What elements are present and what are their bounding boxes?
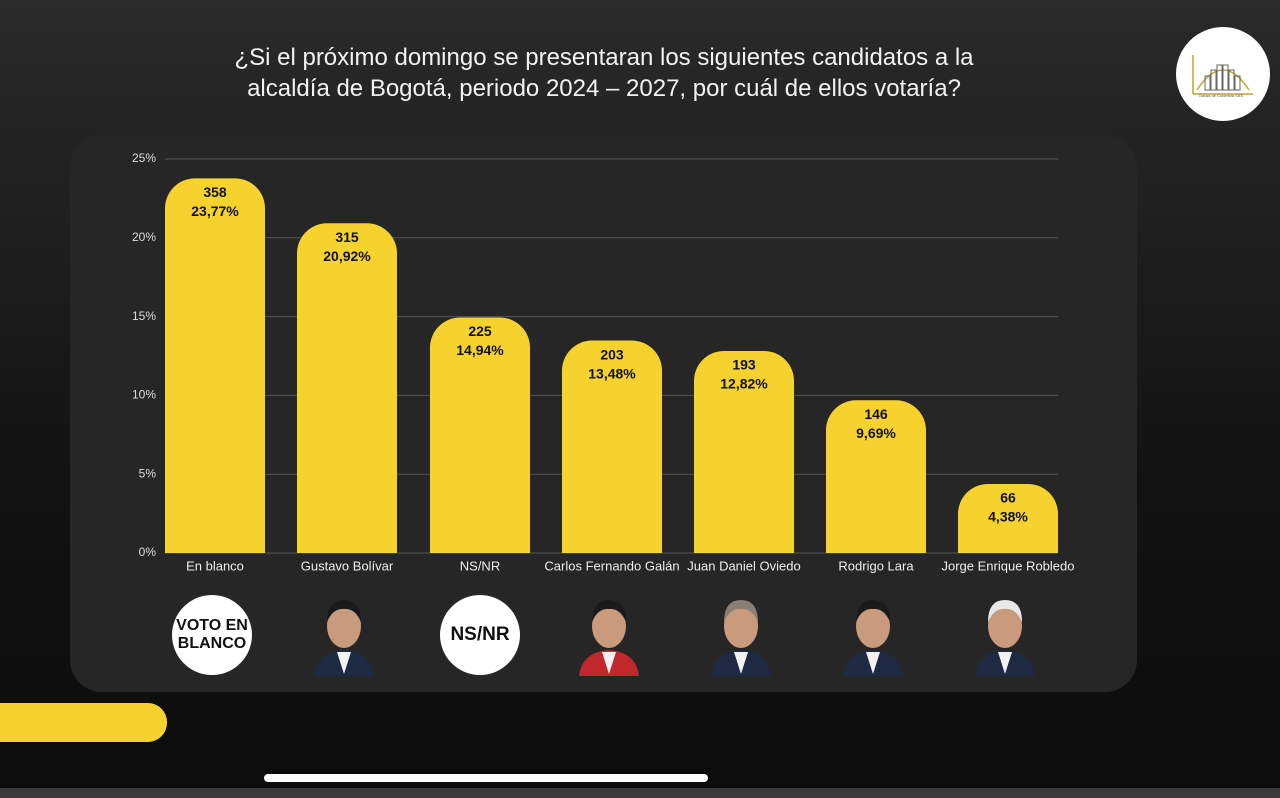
logo-text: Gauss de Colombia SAS (1199, 93, 1244, 98)
bar (165, 178, 265, 553)
bar-count: 146 (864, 406, 888, 422)
y-tick-label: 20% (132, 230, 156, 244)
bar-count: 358 (203, 184, 227, 200)
bar-count: 66 (1000, 490, 1016, 506)
value-label: 9,69% (856, 425, 896, 441)
photo-collar (337, 652, 351, 674)
photo-head (988, 604, 1022, 648)
photo-collar (602, 652, 616, 674)
value-label: 13,48% (588, 365, 636, 381)
x-tick-label: Carlos Fernando Galán (544, 558, 679, 573)
photo-hair (327, 600, 361, 622)
value-label: 23,77% (191, 203, 239, 219)
x-tick-label: NS/NR (460, 558, 500, 573)
photo-hair (988, 600, 1022, 622)
bar-count: 193 (732, 357, 756, 373)
bar-count: 225 (468, 323, 492, 339)
bar-count: 315 (335, 229, 359, 245)
bar (430, 317, 530, 553)
value-label: 12,82% (720, 376, 768, 392)
photo-head (592, 604, 626, 648)
bottom-strip (0, 788, 1280, 798)
photo-hair (856, 600, 890, 622)
y-tick-label: 5% (139, 466, 157, 480)
chart-title: ¿Si el próximo domingo se presentaran lo… (234, 44, 974, 102)
logo: Gauss de Colombia SAS (1176, 27, 1270, 121)
x-tick-label: Rodrigo Lara (838, 558, 914, 573)
home-indicator (264, 774, 708, 782)
badge: NS/NR (440, 595, 520, 675)
x-tick-label: Gustavo Bolívar (301, 558, 394, 573)
decor-pill (0, 703, 167, 742)
y-tick-label: 15% (132, 309, 156, 323)
photo-hair (592, 600, 626, 622)
candidate-photo (965, 595, 1045, 676)
candidate-photo (569, 595, 649, 676)
bar (297, 223, 397, 554)
bar (958, 483, 1058, 553)
photo-collar (866, 652, 880, 674)
x-tick-label: En blanco (186, 558, 244, 573)
bar-count: 203 (600, 346, 624, 362)
value-label: 14,94% (456, 342, 504, 358)
photo-head (856, 604, 890, 648)
photo-head (327, 604, 361, 648)
bar (562, 340, 662, 553)
photo-collar (998, 652, 1012, 674)
y-tick-label: 25% (132, 151, 156, 165)
candidate-photo (701, 595, 781, 676)
x-tick-label: Juan Daniel Oviedo (687, 558, 800, 573)
y-tick-label: 10% (132, 388, 156, 402)
y-tick-label: 0% (139, 545, 157, 559)
bar (694, 350, 794, 553)
photo-collar (734, 652, 748, 674)
photo-head (724, 604, 758, 648)
x-tick-label: Jorge Enrique Robledo (942, 558, 1075, 573)
bar (826, 400, 926, 553)
photo-hair (724, 600, 758, 622)
value-label: 20,92% (323, 248, 371, 264)
value-label: 4,38% (988, 509, 1028, 525)
candidate-photo (833, 595, 913, 676)
candidate-photo (304, 595, 384, 676)
badge: VOTO EN BLANCO (172, 595, 252, 675)
